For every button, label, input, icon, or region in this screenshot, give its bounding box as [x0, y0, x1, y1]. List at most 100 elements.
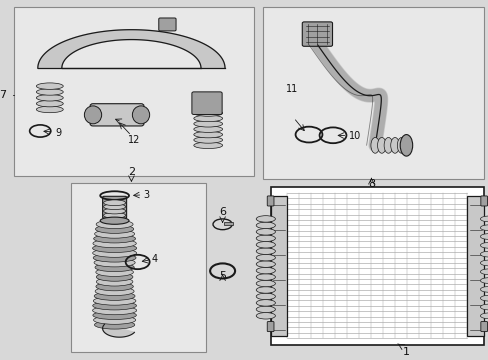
Ellipse shape [93, 311, 136, 320]
Text: 5: 5 [219, 271, 225, 281]
FancyBboxPatch shape [90, 104, 143, 126]
Polygon shape [102, 324, 134, 337]
Ellipse shape [36, 95, 63, 101]
Ellipse shape [256, 222, 275, 229]
Text: 8: 8 [367, 179, 374, 189]
Bar [71, 183, 205, 352]
Ellipse shape [377, 138, 386, 153]
Ellipse shape [84, 106, 102, 124]
FancyBboxPatch shape [102, 196, 126, 218]
Ellipse shape [103, 212, 125, 218]
Ellipse shape [479, 313, 488, 319]
Bar [263, 7, 483, 179]
FancyBboxPatch shape [302, 22, 332, 46]
Ellipse shape [96, 278, 133, 286]
Ellipse shape [479, 216, 488, 222]
Ellipse shape [93, 253, 136, 262]
Ellipse shape [193, 131, 222, 138]
Text: 9: 9 [56, 129, 61, 139]
Text: 7: 7 [0, 90, 7, 100]
Ellipse shape [479, 287, 488, 292]
Ellipse shape [256, 229, 275, 235]
Ellipse shape [92, 249, 136, 257]
Ellipse shape [390, 138, 399, 153]
Ellipse shape [479, 304, 488, 310]
Ellipse shape [256, 242, 275, 248]
Ellipse shape [256, 280, 275, 287]
Ellipse shape [479, 243, 488, 248]
Ellipse shape [94, 320, 135, 329]
Ellipse shape [256, 267, 275, 274]
Ellipse shape [95, 225, 133, 233]
Text: 6: 6 [219, 207, 225, 217]
Bar [14, 7, 253, 176]
Ellipse shape [479, 278, 488, 283]
Ellipse shape [95, 263, 134, 272]
Ellipse shape [36, 83, 63, 89]
Ellipse shape [95, 287, 134, 296]
Ellipse shape [93, 297, 136, 305]
Ellipse shape [193, 115, 222, 122]
Ellipse shape [103, 200, 125, 206]
Ellipse shape [92, 306, 137, 315]
FancyBboxPatch shape [159, 18, 176, 31]
Ellipse shape [94, 258, 135, 267]
Text: 1: 1 [402, 347, 409, 357]
Ellipse shape [256, 235, 275, 242]
Ellipse shape [36, 100, 63, 107]
Ellipse shape [256, 293, 275, 300]
FancyBboxPatch shape [480, 196, 487, 206]
Ellipse shape [93, 301, 136, 310]
Ellipse shape [96, 282, 133, 291]
Ellipse shape [94, 292, 135, 300]
Ellipse shape [256, 300, 275, 306]
Ellipse shape [479, 251, 488, 257]
Ellipse shape [93, 316, 135, 324]
Ellipse shape [103, 208, 125, 214]
Ellipse shape [193, 142, 222, 149]
Ellipse shape [399, 135, 412, 156]
Ellipse shape [96, 220, 133, 229]
Ellipse shape [193, 126, 222, 132]
Text: 12: 12 [128, 135, 140, 145]
Ellipse shape [96, 268, 133, 276]
Ellipse shape [96, 273, 133, 281]
Ellipse shape [479, 234, 488, 239]
Ellipse shape [370, 138, 379, 153]
Ellipse shape [193, 137, 222, 143]
Ellipse shape [479, 225, 488, 231]
Text: 10: 10 [348, 131, 360, 141]
Ellipse shape [93, 239, 136, 248]
Ellipse shape [256, 306, 275, 312]
Ellipse shape [94, 230, 134, 238]
Ellipse shape [132, 106, 149, 124]
Ellipse shape [256, 287, 275, 293]
Ellipse shape [256, 274, 275, 280]
Ellipse shape [36, 89, 63, 95]
Bar [270, 195, 287, 336]
FancyBboxPatch shape [267, 196, 273, 206]
Ellipse shape [103, 204, 125, 210]
Text: 3: 3 [143, 189, 149, 199]
Ellipse shape [384, 138, 392, 153]
Ellipse shape [100, 217, 129, 224]
Ellipse shape [36, 106, 63, 113]
Ellipse shape [479, 260, 488, 266]
Ellipse shape [193, 121, 222, 127]
FancyBboxPatch shape [191, 92, 222, 114]
FancyBboxPatch shape [480, 321, 487, 332]
Bar [270, 186, 483, 345]
Bar [467, 195, 483, 336]
Ellipse shape [256, 261, 275, 267]
Ellipse shape [256, 248, 275, 255]
Ellipse shape [397, 138, 405, 153]
Ellipse shape [92, 244, 136, 252]
FancyBboxPatch shape [267, 321, 273, 332]
Ellipse shape [479, 295, 488, 301]
Ellipse shape [193, 110, 222, 116]
Ellipse shape [479, 269, 488, 275]
Polygon shape [38, 30, 224, 68]
Bar [224, 222, 232, 225]
Ellipse shape [256, 255, 275, 261]
Ellipse shape [256, 312, 275, 319]
